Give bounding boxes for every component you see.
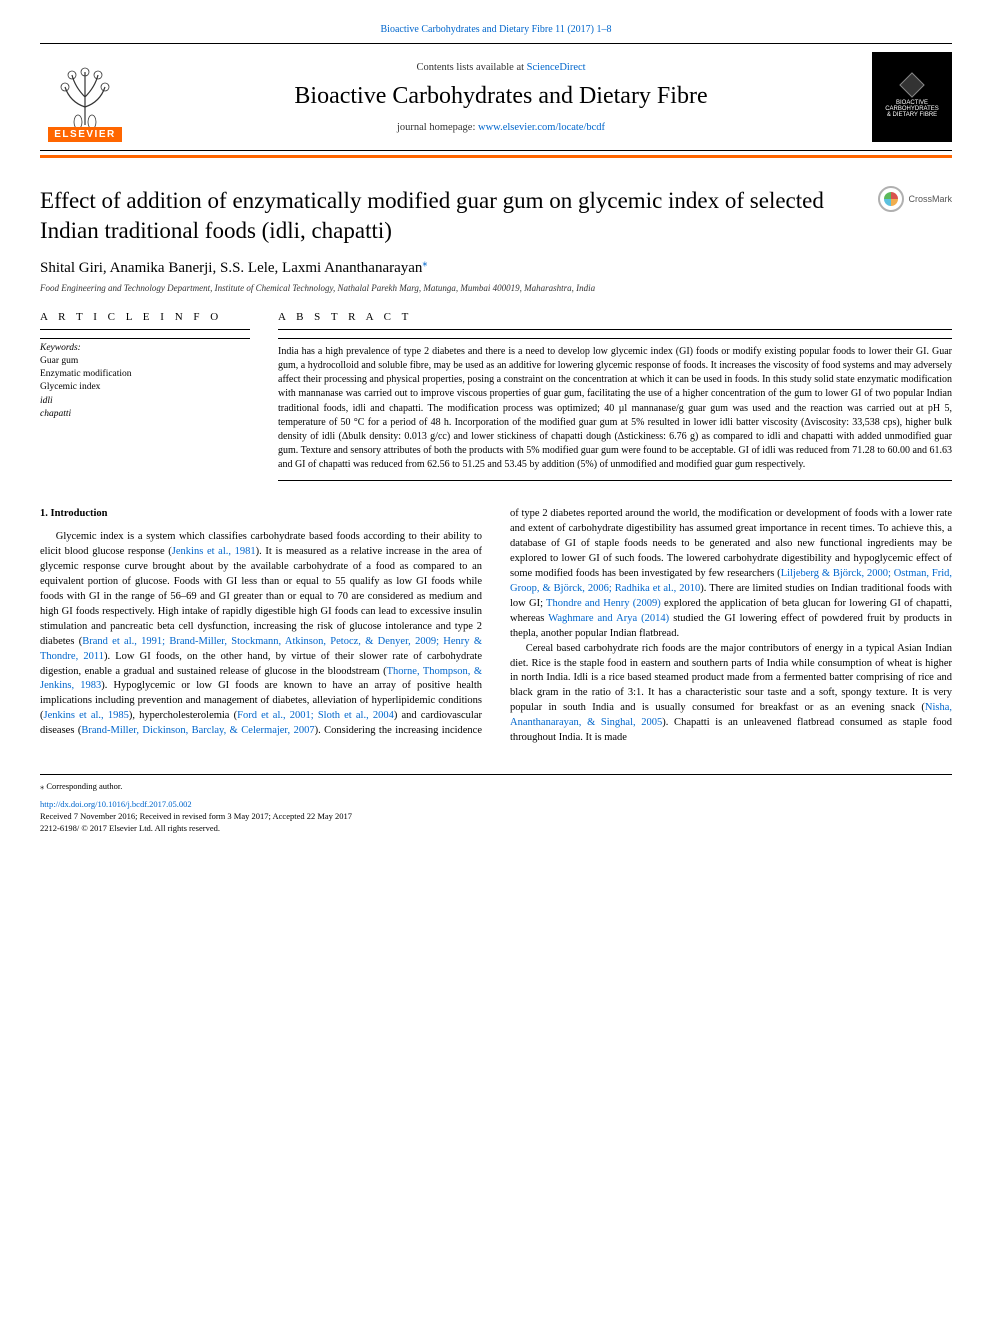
contents-line: Contents lists available at ScienceDirec… (146, 62, 856, 73)
elsevier-tree-icon (50, 67, 120, 127)
abstract-rule-bottom (278, 480, 952, 481)
citation-link[interactable]: Ford et al., 2001; Sloth et al., 2004 (237, 710, 394, 721)
received-line: Received 7 November 2016; Received in re… (40, 811, 952, 823)
top-citation-link[interactable]: Bioactive Carbohydrates and Dietary Fibr… (381, 24, 612, 35)
abstract: A B S T R A C T India has a high prevale… (278, 311, 952, 482)
article-info: A R T I C L E I N F O Keywords: Guar gum… (40, 311, 250, 482)
body-columns: 1. Introduction Glycemic index is a syst… (40, 507, 952, 746)
info-abstract-row: A R T I C L E I N F O Keywords: Guar gum… (40, 311, 952, 482)
cover-diamond-icon (899, 72, 924, 97)
journal-name: Bioactive Carbohydrates and Dietary Fibr… (146, 83, 856, 110)
authors: Shital Giri, Anamika Banerji, S.S. Lele,… (40, 258, 952, 277)
corresponding-author-mark[interactable]: ⁎ (422, 258, 427, 269)
homepage-link[interactable]: www.elsevier.com/locate/bcdf (478, 122, 605, 133)
copyright-line: 2212-6198/ © 2017 Elsevier Ltd. All righ… (40, 823, 952, 835)
citation-link[interactable]: Brand-Miller, Dickinson, Barclay, & Cele… (81, 725, 314, 736)
crossmark-label: CrossMark (908, 194, 952, 204)
body-text: ), hypercholesterolemia ( (129, 710, 237, 721)
contents-prefix: Contents lists available at (416, 62, 526, 73)
corresponding-author-note: ⁎ Corresponding author. (40, 781, 952, 793)
citation-link[interactable]: Thondre and Henry (2009) (546, 598, 661, 609)
journal-cover: BIOACTIVE CARBOHYDRATES & DIETARY FIBRE (872, 52, 952, 142)
journal-header: ELSEVIER Contents lists available at Sci… (40, 43, 952, 151)
keyword: idli (40, 395, 250, 408)
homepage-prefix: journal homepage: (397, 122, 478, 133)
footer: ⁎ Corresponding author. http://dx.doi.or… (40, 774, 952, 835)
citation-link[interactable]: Jenkins et al., 1985 (44, 710, 129, 721)
article-title: Effect of addition of enzymatically modi… (40, 186, 878, 246)
keyword: Glycemic index (40, 381, 250, 394)
affiliation: Food Engineering and Technology Departme… (40, 283, 952, 293)
abstract-text: India has a high prevalence of type 2 di… (278, 345, 952, 473)
keyword: chapatti (40, 408, 250, 421)
keywords-label: Keywords: (40, 343, 250, 353)
header-center: Contents lists available at ScienceDirec… (130, 62, 872, 133)
citation-link[interactable]: Jenkins et al., 1981 (172, 546, 256, 557)
section-heading: 1. Introduction (40, 507, 482, 522)
title-row: Effect of addition of enzymatically modi… (40, 186, 952, 246)
sciencedirect-link[interactable]: ScienceDirect (527, 62, 586, 73)
keywords-rule (40, 338, 250, 339)
crossmark-badge[interactable]: CrossMark (878, 186, 952, 212)
elsevier-label: ELSEVIER (48, 127, 121, 142)
top-citation: Bioactive Carbohydrates and Dietary Fibr… (40, 24, 952, 35)
crossmark-icon (878, 186, 904, 212)
orange-rule (40, 155, 952, 158)
body-text: ). It is measured as a relative increase… (40, 546, 482, 646)
homepage-line: journal homepage: www.elsevier.com/locat… (146, 122, 856, 133)
keyword: Guar gum (40, 355, 250, 368)
doi-link[interactable]: http://dx.doi.org/10.1016/j.bcdf.2017.05… (40, 799, 192, 809)
citation-link[interactable]: Waghmare and Arya (2014) (548, 613, 669, 624)
keyword: Enzymatic modification (40, 368, 250, 381)
body-text: Cereal based carbohydrate rich foods are… (510, 643, 952, 714)
article-info-heading: A R T I C L E I N F O (40, 311, 250, 330)
elsevier-logo: ELSEVIER (40, 52, 130, 142)
abstract-rule-top (278, 338, 952, 339)
doi-line: http://dx.doi.org/10.1016/j.bcdf.2017.05… (40, 799, 952, 811)
abstract-heading: A B S T R A C T (278, 311, 952, 330)
paragraph: Cereal based carbohydrate rich foods are… (510, 642, 952, 746)
authors-text: Shital Giri, Anamika Banerji, S.S. Lele,… (40, 260, 422, 276)
cover-line3: & DIETARY FIBRE (887, 112, 937, 118)
keywords-list: Guar gum Enzymatic modification Glycemic… (40, 355, 250, 421)
